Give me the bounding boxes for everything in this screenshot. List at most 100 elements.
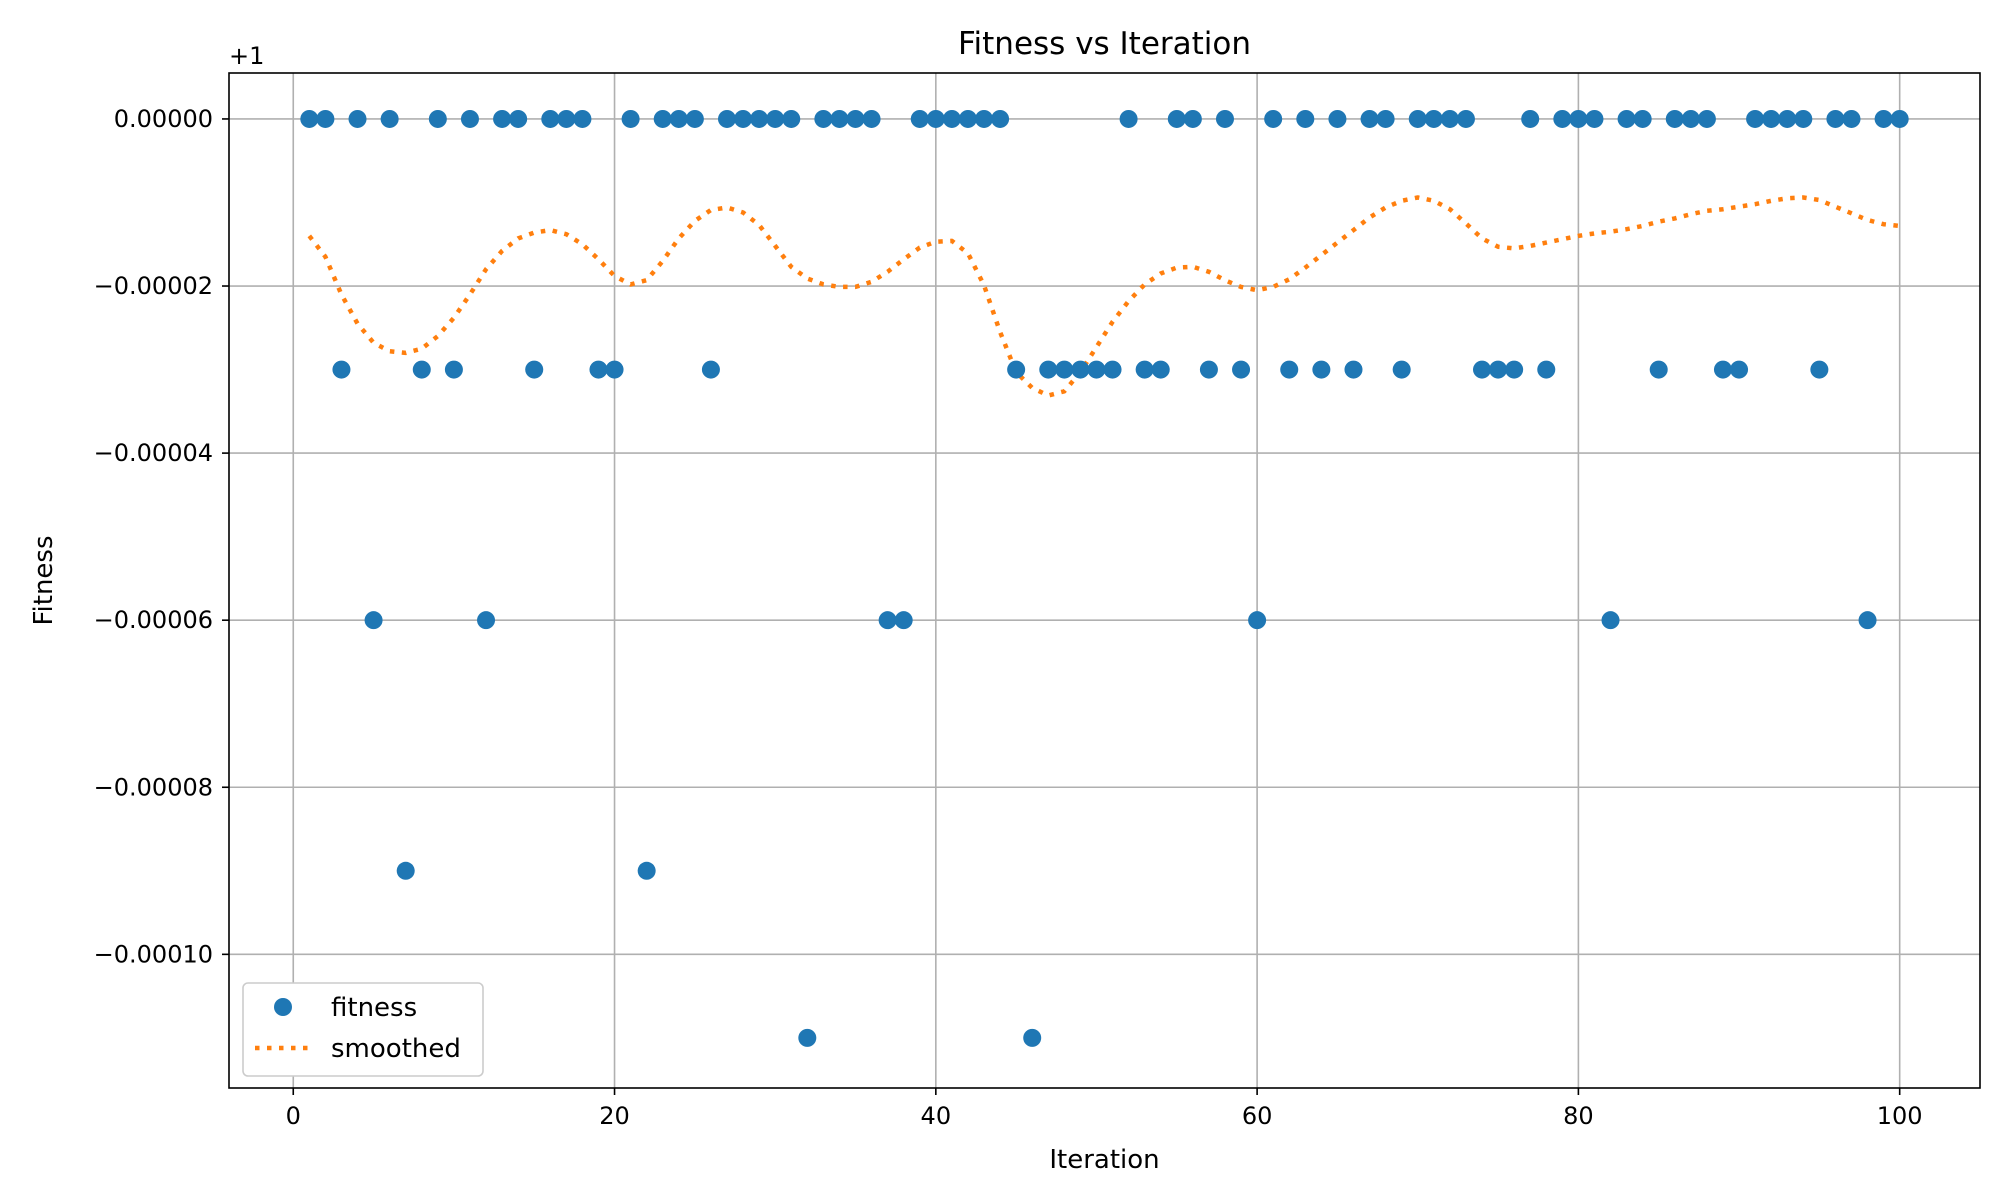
smoothed-line	[307, 195, 1900, 398]
y-axis-label: Fitness	[29, 535, 59, 625]
fitness-point	[1762, 109, 1781, 128]
legend-smoothed-label: smoothed	[331, 1034, 461, 1064]
fitness-point	[1007, 360, 1026, 379]
fitness-point	[798, 1028, 817, 1047]
fitness-point	[1167, 109, 1186, 128]
fitness-point	[1215, 109, 1234, 128]
fitness-point	[1794, 109, 1813, 128]
fitness-point	[1328, 109, 1347, 128]
chart-title: Fitness vs Iteration	[958, 26, 1251, 62]
y-tick-label: −0.00002	[94, 272, 213, 300]
fitness-point	[701, 360, 720, 379]
fitness-point	[1344, 360, 1363, 379]
fitness-point	[782, 109, 801, 128]
fitness-point	[878, 611, 897, 630]
fitness-point	[766, 109, 785, 128]
fitness-point	[1232, 360, 1251, 379]
fitness-point	[541, 109, 560, 128]
fitness-point	[1440, 109, 1459, 128]
fitness-point	[428, 109, 447, 128]
fitness-point	[717, 109, 736, 128]
x-tick-label: 40	[921, 1102, 952, 1130]
y-tick-label: −0.00008	[94, 773, 213, 801]
legend-fitness-marker	[274, 998, 292, 1016]
fitness-point	[1473, 360, 1492, 379]
fitness-point	[460, 109, 479, 128]
fitness-point	[605, 360, 624, 379]
fitness-point	[1489, 360, 1508, 379]
fitness-point	[958, 109, 977, 128]
fitness-point	[364, 611, 383, 630]
fitness-point	[573, 109, 592, 128]
fitness-point	[380, 109, 399, 128]
x-tick-label: 0	[286, 1102, 301, 1130]
x-axis-label: Iteration	[1049, 1145, 1159, 1175]
fitness-point	[1039, 360, 1058, 379]
fitness-point	[1424, 109, 1443, 128]
fitness-point	[1569, 109, 1588, 128]
fitness-point	[991, 109, 1010, 128]
fitness-point	[1392, 360, 1411, 379]
y-tick-label: 0.00000	[114, 105, 213, 133]
fitness-point	[493, 109, 512, 128]
fitness-point	[1055, 360, 1074, 379]
fitness-point	[1585, 109, 1604, 128]
fitness-point	[1890, 109, 1909, 128]
fitness-point	[846, 109, 865, 128]
plot-frame	[228, 72, 1981, 1089]
fitness-point	[1248, 611, 1267, 630]
y-tick-label: −0.00006	[94, 606, 213, 634]
fitness-point	[332, 360, 351, 379]
fitness-point	[1713, 360, 1732, 379]
fitness-point	[1649, 360, 1668, 379]
fitness-point	[621, 109, 640, 128]
x-tick-label: 60	[1242, 1102, 1273, 1130]
fitness-point	[1826, 109, 1845, 128]
fitness-point	[1681, 109, 1700, 128]
y-tick-label: −0.00004	[94, 439, 213, 467]
fitness-point	[396, 861, 415, 880]
fitness-point	[316, 109, 335, 128]
legend-fitness-label: fitness	[331, 993, 417, 1023]
fitness-point	[348, 109, 367, 128]
fitness-point	[1183, 109, 1202, 128]
fitness-point	[300, 109, 319, 128]
fitness-point	[910, 109, 929, 128]
x-tick-label: 80	[1563, 1102, 1594, 1130]
x-tick-label: 100	[1877, 1102, 1923, 1130]
fitness-point	[862, 109, 881, 128]
fitness-point	[1810, 360, 1829, 379]
fitness-point	[1633, 109, 1652, 128]
fitness-point	[1071, 360, 1090, 379]
fitness-point	[1842, 109, 1861, 128]
fitness-point	[1135, 360, 1154, 379]
fitness-point	[1312, 360, 1331, 379]
fitness-point	[1521, 109, 1540, 128]
legend-box	[242, 982, 484, 1077]
fitness-point	[1553, 109, 1572, 128]
legend: fitness smoothed	[242, 982, 484, 1077]
x-tick-label: 20	[599, 1102, 630, 1130]
fitness-point	[1199, 360, 1218, 379]
fitness-point	[1778, 109, 1797, 128]
fitness-point	[509, 109, 528, 128]
fitness-point	[1360, 109, 1379, 128]
fitness-point	[1376, 109, 1395, 128]
fitness-point	[734, 109, 753, 128]
fitness-point	[1858, 611, 1877, 630]
axis-ticks: 0 20 40 60 80 100 0.00000 −0.00002 −0.00004 −0.00…	[94, 105, 1923, 1130]
fitness-point	[1537, 360, 1556, 379]
fitness-point	[1280, 360, 1299, 379]
fitness-point	[637, 861, 656, 880]
fitness-point	[942, 109, 961, 128]
fitness-point	[1746, 109, 1765, 128]
fitness-point	[1264, 109, 1283, 128]
fitness-point	[685, 109, 704, 128]
fitness-point	[557, 109, 576, 128]
fitness-point	[1408, 109, 1427, 128]
fitness-series	[300, 109, 1909, 1047]
fitness-point	[669, 109, 688, 128]
fitness-point	[477, 611, 496, 630]
fitness-point	[653, 109, 672, 128]
